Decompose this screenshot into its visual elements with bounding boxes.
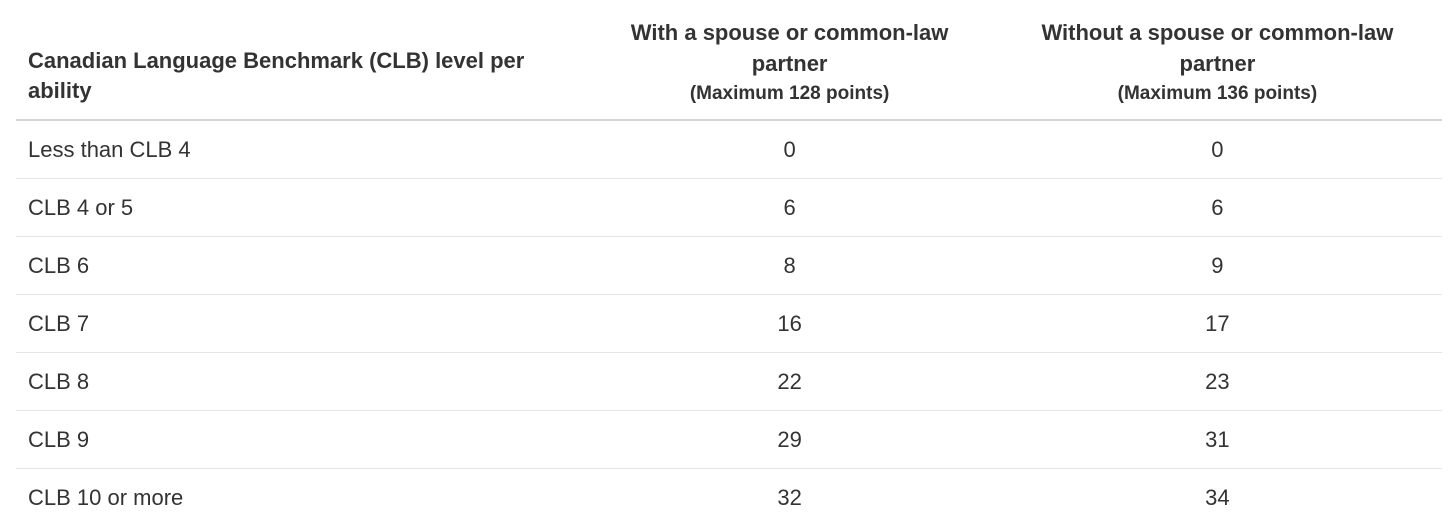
header-with-spouse-label: With a spouse or common-law partner: [630, 20, 949, 76]
table-header: Canadian Language Benchmark (CLB) level …: [16, 0, 1442, 122]
table-row: CLB 10 or more 32 34: [16, 469, 1442, 523]
header-without-spouse-max: (Maximum 136 points): [1117, 82, 1318, 104]
row-label: CLB 8: [16, 352, 587, 412]
clb-points-table: Canadian Language Benchmark (CLB) level …: [16, 0, 1442, 523]
header-row: Canadian Language Benchmark (CLB) level …: [16, 0, 1442, 122]
row-label: CLB 10 or more: [28, 485, 184, 511]
header-clb-level-label: Canadian Language Benchmark (CLB) level …: [28, 47, 525, 104]
points-without-spouse: 31: [992, 410, 1442, 470]
row-label: Less than CLB 4: [16, 120, 587, 180]
points-without-spouse: 23: [992, 352, 1442, 412]
table-row: CLB 6 8 9: [16, 236, 1442, 296]
table-row: Less than CLB 4 0 0: [16, 120, 1442, 180]
points-without-spouse: 34: [1205, 485, 1230, 511]
header-clb-level: Canadian Language Benchmark (CLB) level …: [16, 0, 587, 122]
row-label: CLB 4 or 5: [16, 178, 587, 238]
points-without-spouse: 17: [992, 294, 1442, 354]
header-with-spouse-max: (Maximum 128 points): [689, 82, 890, 104]
table-body: Less than CLB 4 0 0 CLB 4 or 5 6 6 CLB 6…: [16, 120, 1442, 523]
row-label: CLB 7: [16, 294, 587, 354]
points-with-spouse: 29: [586, 410, 993, 470]
points-without-spouse: 6: [992, 178, 1442, 238]
points-without-spouse: 9: [992, 236, 1442, 296]
row-label: CLB 6: [16, 236, 587, 296]
points-with-spouse: 32: [777, 485, 802, 511]
row-label: CLB 9: [16, 410, 587, 470]
header-without-spouse-label: Without a spouse or common-law partner: [1041, 20, 1394, 76]
points-with-spouse: 22: [586, 352, 993, 412]
table-row: CLB 4 or 5 6 6: [16, 178, 1442, 238]
table-row: CLB 9 29 31: [16, 410, 1442, 470]
points-with-spouse: 0: [586, 120, 993, 180]
points-with-spouse: 6: [586, 178, 993, 238]
table-row: CLB 7 16 17: [16, 294, 1442, 354]
header-with-spouse: With a spouse or common-law partner (Max…: [586, 0, 993, 122]
header-without-spouse: Without a spouse or common-law partner (…: [992, 0, 1442, 122]
points-with-spouse: 8: [586, 236, 993, 296]
points-without-spouse: 0: [992, 120, 1442, 180]
points-with-spouse: 16: [586, 294, 993, 354]
table-row: CLB 8 22 23: [16, 352, 1442, 412]
